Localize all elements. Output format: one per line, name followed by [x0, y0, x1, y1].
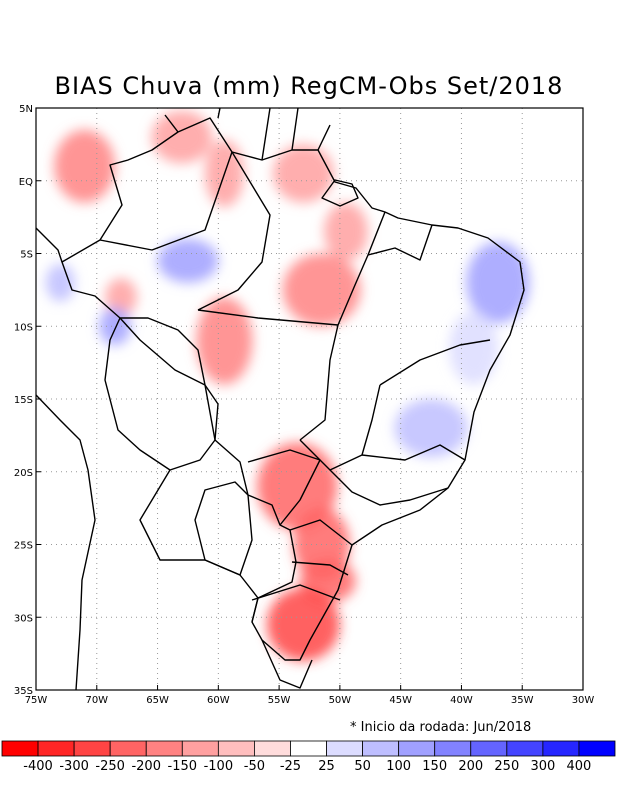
anomaly-cell-1 — [151, 110, 213, 164]
anomaly-cell-0 — [54, 129, 116, 203]
anomaly-cell-16 — [394, 399, 468, 458]
state-borders — [36, 108, 525, 690]
anomaly-cell-7 — [105, 278, 137, 317]
amazonas-border — [99, 151, 233, 251]
tick-label-lon: 75W — [25, 695, 48, 706]
uruguay-border — [261, 639, 313, 689]
anomaly-cell-15 — [466, 241, 530, 324]
anomaly-cell-12 — [157, 238, 219, 283]
tick-label-lon: 50W — [329, 695, 352, 706]
anomaly-cell-13 — [45, 263, 75, 302]
longitude-axis: 75W 70W 65W 60W 55W 50W 45W 40W 35W 30W — [25, 685, 595, 706]
minas-border — [361, 444, 466, 461]
bolivia-border — [104, 317, 216, 471]
gridlines — [36, 108, 583, 690]
tick-label-lat: 5S — [20, 250, 33, 261]
para-border — [197, 151, 271, 311]
tick-label-lon: 40W — [450, 695, 473, 706]
run-start-note: * Inicio da rodada: Jun/2018 — [350, 720, 532, 735]
anomaly-layer — [45, 110, 530, 661]
argentina-border — [139, 469, 259, 623]
mato-grosso-border — [197, 309, 339, 441]
tick-label-lon: 35W — [511, 695, 534, 706]
bahia-border — [379, 339, 491, 386]
tick-label-lon: 55W — [268, 695, 291, 706]
tick-label-lon: 70W — [85, 695, 108, 706]
anomaly-cell-14 — [99, 307, 131, 346]
tick-label-lat: 35S — [14, 686, 33, 697]
tick-label-lon: 30W — [572, 695, 595, 706]
anomaly-cell-17 — [449, 311, 498, 385]
anomaly-cell-5 — [282, 253, 361, 327]
paraguay-border — [194, 481, 253, 576]
parana-border — [289, 519, 353, 546]
tick-label-lon: 60W — [207, 695, 230, 706]
anomaly-cell-3 — [273, 144, 334, 203]
sao-paulo-border — [329, 469, 449, 506]
tick-label-lat: 10S — [14, 322, 33, 333]
tick-label-lat: 15S — [14, 395, 33, 406]
tick-label-lat: 5N — [19, 104, 33, 115]
pacific-coast — [36, 227, 96, 690]
nordeste-border — [367, 224, 433, 261]
guianas-border — [164, 108, 331, 161]
tocantins-border — [337, 211, 386, 326]
rs-border — [251, 584, 341, 601]
tick-label-lon: 65W — [146, 695, 169, 706]
chart-title: BIAS Chuva (mm) RegCM-Obs Set/2018 — [54, 72, 564, 100]
ms-border — [247, 449, 321, 526]
brazil-outline — [61, 117, 525, 661]
tick-label-lat: 20S — [14, 468, 33, 479]
latitude-axis: 5N EQ 5S 10S 15S 20S 25S 30S 35S — [14, 104, 41, 697]
anomaly-cell-6 — [196, 297, 253, 385]
anomaly-cell-11 — [266, 588, 340, 661]
tick-label-lat: 30S — [14, 613, 33, 624]
tick-label-lat: 25S — [14, 541, 33, 552]
tick-label-lat: EQ — [19, 177, 33, 188]
tick-label-lon: 45W — [389, 695, 412, 706]
santa-catarina-border — [291, 561, 349, 576]
marajo-island — [321, 179, 359, 207]
anomaly-cell-4 — [324, 202, 368, 261]
